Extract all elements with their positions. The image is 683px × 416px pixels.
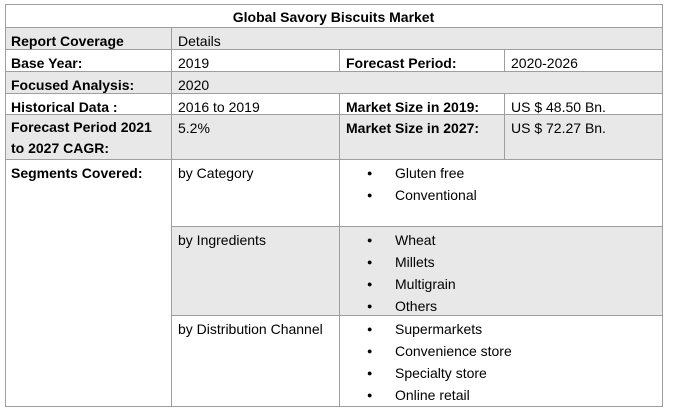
- segment-category-name: by Category: [172, 160, 340, 227]
- base-year-label: Base Year:: [5, 50, 172, 72]
- list-item: Online retail: [340, 384, 656, 406]
- list-item: Convenience store: [340, 340, 656, 362]
- cagr-value: 5.2%: [172, 115, 340, 160]
- details-header: Details: [172, 28, 663, 50]
- list-item: Supermarkets: [340, 318, 656, 340]
- focused-analysis-value: 2020: [172, 72, 663, 94]
- historical-data-value: 2016 to 2019: [172, 94, 340, 115]
- focused-analysis-label: Focused Analysis:: [5, 72, 172, 94]
- segment-distribution-items: Supermarkets Convenience store Specialty…: [340, 316, 663, 407]
- list-item: Wheat: [340, 229, 656, 251]
- list-item: Multigrain: [340, 273, 656, 295]
- cagr-label: Forecast Period 2021 to 2027 CAGR:: [5, 115, 172, 160]
- list-item: Others: [340, 295, 656, 317]
- list-item: Specialty store: [340, 362, 656, 384]
- report-coverage-header: Report Coverage: [5, 28, 172, 50]
- list-item: Conventional: [340, 184, 656, 206]
- segment-ingredients-items: Wheat Millets Multigrain Others: [340, 227, 663, 317]
- market-size-2027-value: US $ 72.27 Bn.: [505, 115, 663, 160]
- market-size-2019-label: Market Size in 2019:: [340, 94, 505, 115]
- segment-distribution-name: by Distribution Channel: [172, 316, 340, 407]
- historical-data-label: Historical Data :: [5, 94, 172, 115]
- segment-ingredients-name: by Ingredients: [172, 227, 340, 316]
- forecast-period-label: Forecast Period:: [340, 50, 505, 72]
- segments-covered-label: Segments Covered:: [5, 160, 172, 407]
- forecast-period-value: 2020-2026: [505, 50, 663, 72]
- base-year-value: 2019: [172, 50, 340, 72]
- market-size-2027-label: Market Size in 2027:: [340, 115, 505, 160]
- list-item: Millets: [340, 251, 656, 273]
- list-item: Gluten free: [340, 162, 656, 184]
- segment-category-items: Gluten free Conventional: [340, 160, 663, 227]
- market-size-2019-value: US $ 48.50 Bn.: [505, 94, 663, 115]
- table-title: Global Savory Biscuits Market: [5, 4, 663, 28]
